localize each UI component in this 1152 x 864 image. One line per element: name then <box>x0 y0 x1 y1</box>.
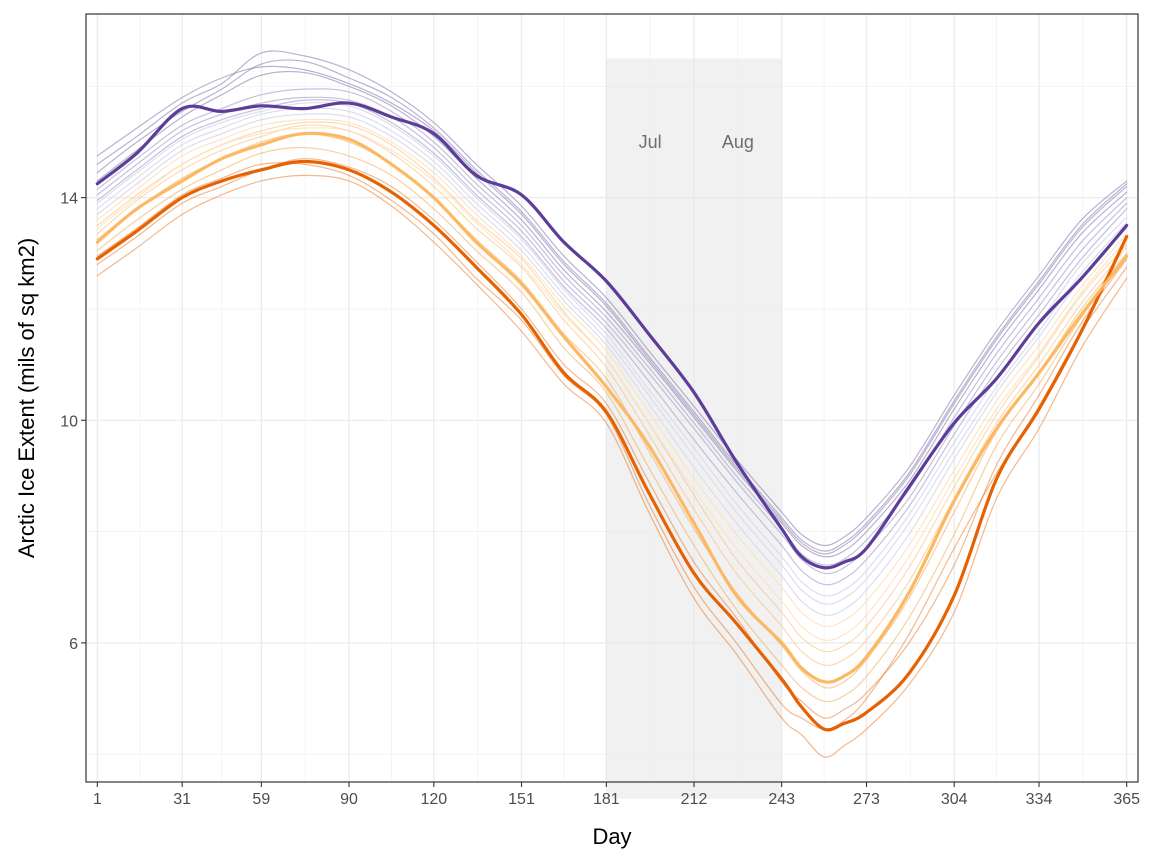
series-line-19 <box>96 59 1128 552</box>
series-line-4 <box>96 158 1128 719</box>
series-line-9 <box>96 121 1128 653</box>
series-line-3 <box>96 174 1128 758</box>
y-axis-title: Arctic Ice Extent (mils of sq km2) <box>14 238 39 558</box>
y-tick-label: 14 <box>60 191 78 208</box>
x-tick-label: 90 <box>340 791 358 808</box>
y-tick-label: 10 <box>60 413 78 430</box>
series-lines <box>95 50 1129 758</box>
x-tick-label: 31 <box>173 791 191 808</box>
series-line-10 <box>96 127 1128 642</box>
x-tick-label: 151 <box>508 791 535 808</box>
x-tick-label: 181 <box>593 791 620 808</box>
x-tick-label: 120 <box>420 791 447 808</box>
series-line-11 <box>96 118 1128 628</box>
x-tick-label: 59 <box>252 791 270 808</box>
series-line-17 <box>96 88 1128 566</box>
x-tick-label: 1 <box>93 791 102 808</box>
x-axis: 1 31 59 90 120 151 181 212 243 273 304 334 365 <box>93 782 1140 808</box>
month-label-jul: Jul <box>639 132 662 152</box>
series-line-12 <box>96 113 1128 616</box>
x-tick-label: 365 <box>1113 791 1140 808</box>
series-line-20 <box>96 50 1128 547</box>
series-line-21 <box>96 65 1128 555</box>
series-line-15 <box>96 99 1128 586</box>
x-tick-label: 334 <box>1026 791 1053 808</box>
series-line-2 <box>95 131 1129 684</box>
series-line-1 <box>95 159 1129 732</box>
x-tick-label: 273 <box>853 791 880 808</box>
series-line-0 <box>95 101 1129 570</box>
panel-border <box>85 13 1139 783</box>
month-annotations: Jul Aug <box>639 132 754 152</box>
series-line-6 <box>96 146 1128 703</box>
x-axis-title: Day <box>592 824 631 849</box>
y-axis: 6 10 14 <box>60 191 86 653</box>
x-tick-label: 212 <box>681 791 708 808</box>
month-label-aug: Aug <box>722 132 754 152</box>
series-line-13 <box>96 107 1128 605</box>
series-line-16 <box>96 96 1128 575</box>
x-tick-label: 304 <box>941 791 968 808</box>
x-tick-label: 243 <box>768 791 795 808</box>
series-line-18 <box>96 70 1128 558</box>
y-tick-label: 6 <box>69 636 78 653</box>
